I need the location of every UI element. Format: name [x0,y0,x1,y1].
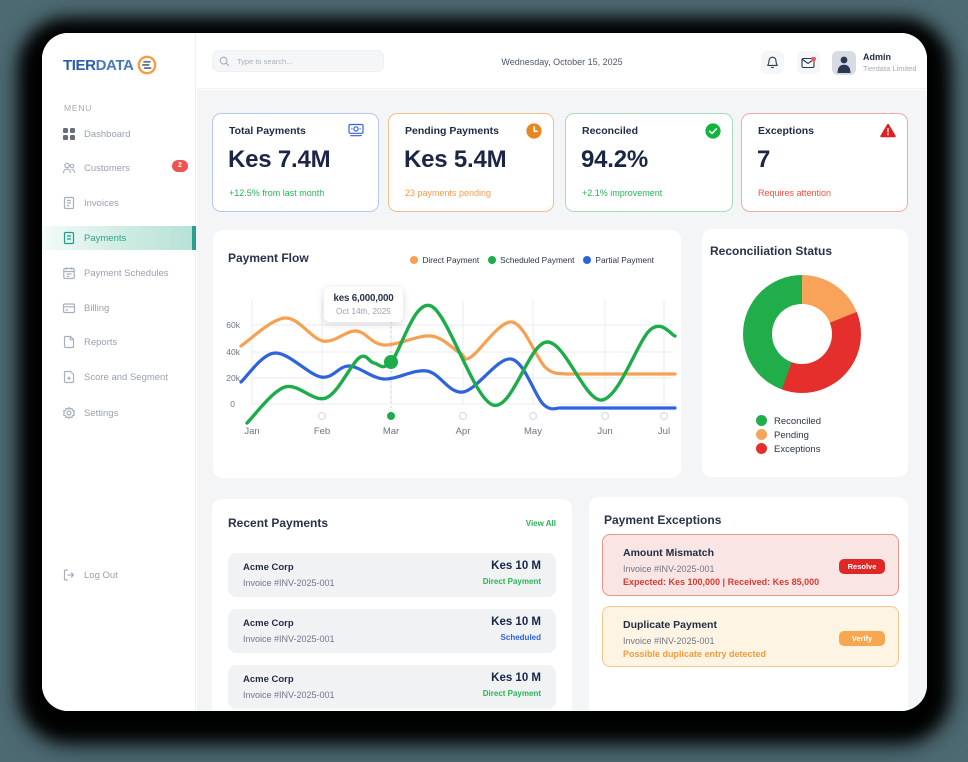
svg-text:Feb: Feb [314,426,330,437]
svg-text:0: 0 [230,399,235,409]
svg-text:May: May [524,426,542,437]
svg-text:Jul: Jul [658,426,670,437]
svg-text:Jan: Jan [244,426,259,437]
svg-text:40k: 40k [226,347,240,357]
svg-text:Jun: Jun [597,426,612,437]
svg-text:20k: 20k [226,373,240,383]
svg-text:Mar: Mar [383,426,399,437]
svg-text:Apr: Apr [456,426,471,437]
svg-text:60k: 60k [226,320,240,330]
